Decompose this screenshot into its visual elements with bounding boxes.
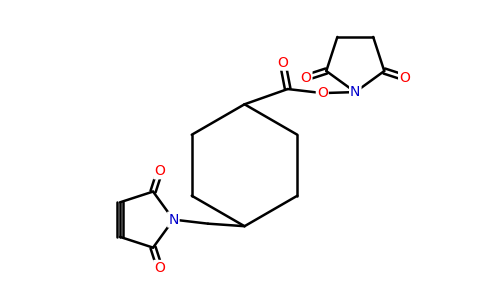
Text: O: O [399,70,410,85]
Text: O: O [317,86,328,100]
Text: N: N [168,213,179,226]
Text: O: O [277,56,288,70]
Text: O: O [154,261,165,275]
Text: N: N [350,85,361,99]
Text: O: O [301,70,311,85]
Text: O: O [154,164,165,178]
